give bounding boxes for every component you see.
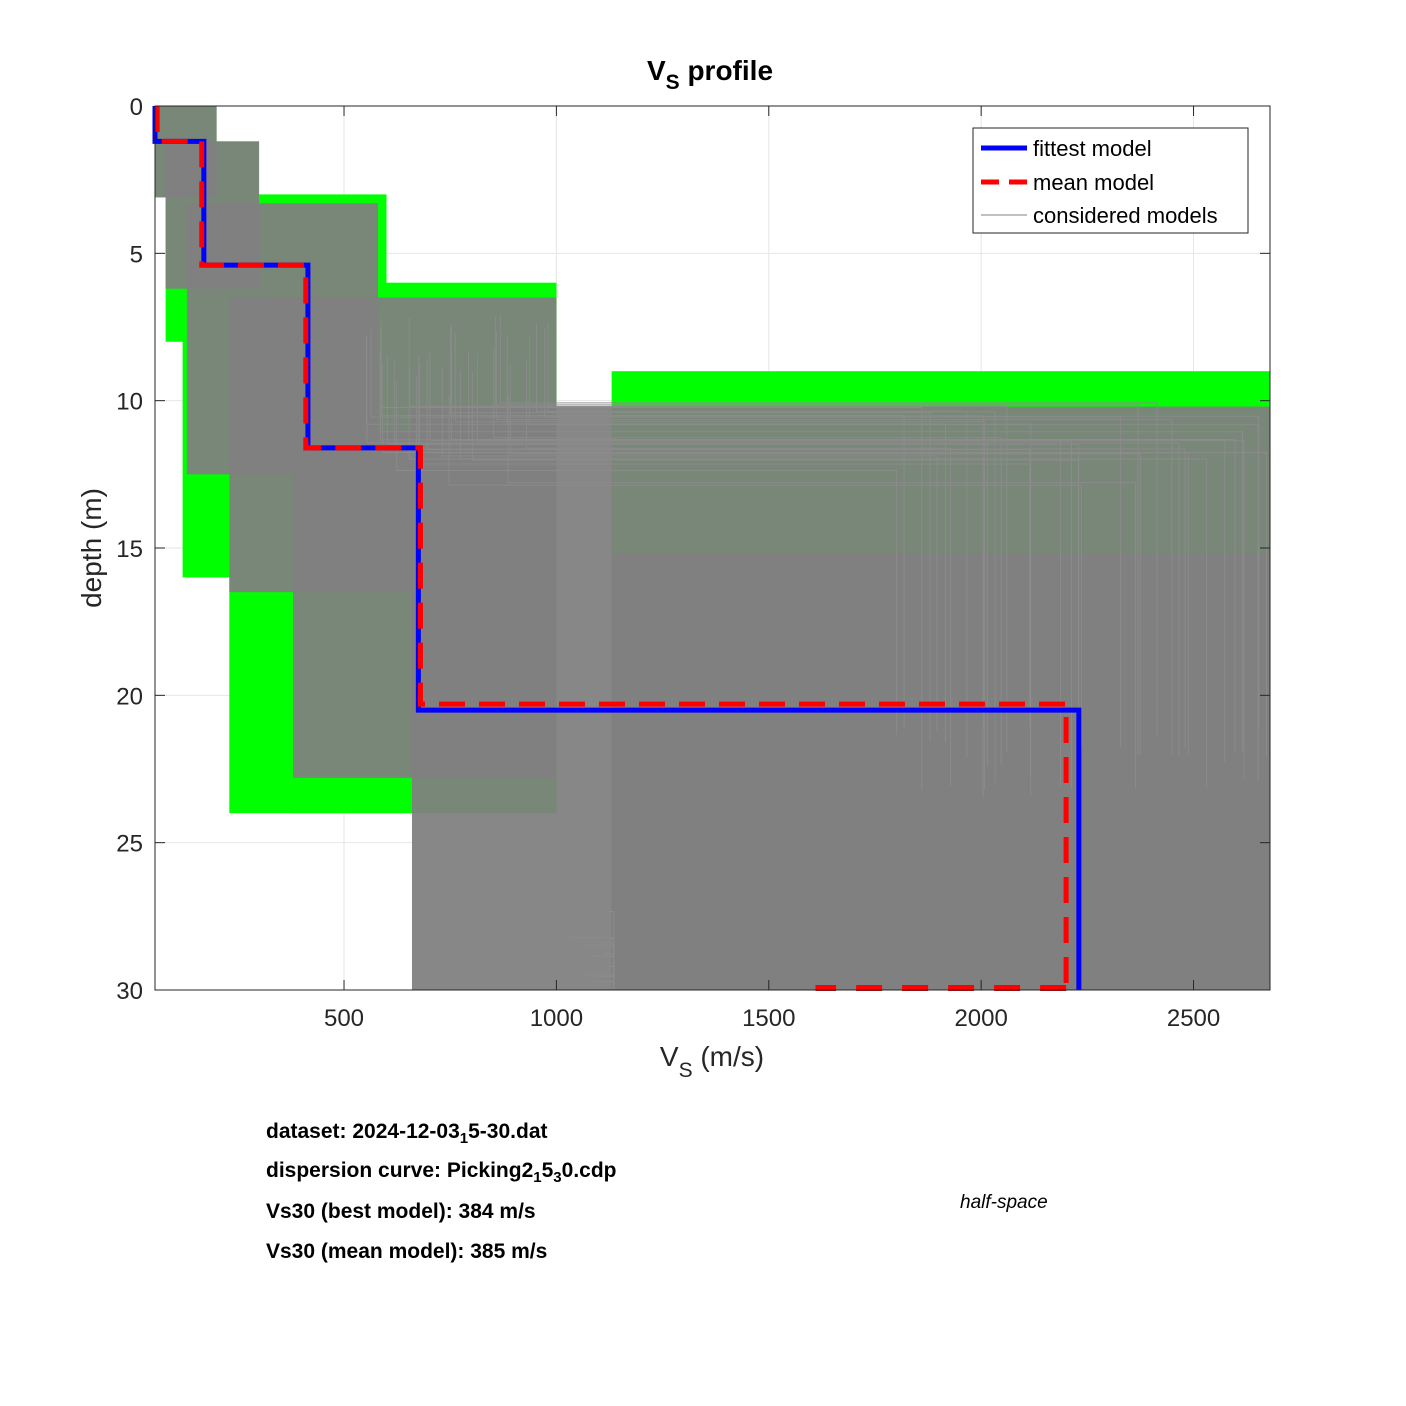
legend-label-fittest: fittest model: [1033, 136, 1152, 161]
axes: 500 1000 1500 2000 2500 0 5 10 15 20 25 30: [116, 94, 1271, 1032]
y-tick-label: 0: [130, 94, 143, 121]
considered-model-line: [366, 354, 1180, 756]
mean-model-line: [154, 106, 1069, 990]
considered-model-line: [494, 316, 1139, 756]
y-tick-label: 5: [130, 241, 143, 268]
considered-model-line: [499, 314, 1158, 737]
info-vs30-best: Vs30 (best model): 384 m/s: [266, 1200, 536, 1223]
considered-model-line: [381, 364, 1267, 758]
info-dataset: dataset: 2024-12-0315-30.dat: [266, 1120, 548, 1148]
considered-model-line: [509, 365, 1141, 755]
x-tick-label: 2500: [1167, 1005, 1220, 1032]
info-vs30-mean: Vs30 (mean model): 385 m/s: [266, 1240, 548, 1263]
considered-model-line: [467, 351, 1236, 753]
considered-model-line: [418, 355, 1080, 729]
considered-model-line: [590, 981, 615, 990]
info-dispersion-curve: dispersion curve: Picking21530.cdp: [266, 1159, 617, 1187]
considered-model-line: [429, 352, 1245, 780]
chart-title: VS profile: [647, 55, 773, 94]
y-tick-label: 20: [116, 683, 143, 710]
considered-model-line: [408, 317, 1008, 752]
considered-model-line: [544, 327, 1260, 729]
half-space-note: half-space: [960, 1192, 1048, 1213]
considered-model-line: [536, 323, 996, 784]
considered-model-line: [408, 370, 1208, 789]
legend-label-considered: considered models: [1033, 203, 1218, 228]
considered-model-line: [394, 360, 1186, 750]
considered-model-line: [370, 328, 1122, 748]
considered-model-line: [568, 937, 615, 990]
x-tick-label: 500: [324, 1005, 364, 1032]
considered-model-line: [507, 394, 1137, 789]
considered-model-line: [380, 319, 923, 790]
considered-model-line: [426, 361, 1031, 727]
y-tick-label: 10: [116, 389, 143, 416]
legend-label-mean: mean model: [1033, 170, 1154, 195]
considered-model-line: [396, 382, 898, 735]
x-axis-label: VS (m/s): [660, 1041, 764, 1082]
considered-model-line: [441, 367, 938, 732]
x-tick-label: 2000: [954, 1005, 1007, 1032]
model-lines: [152, 106, 1082, 991]
considered-model-line: [525, 359, 952, 786]
considered-model-line: [415, 375, 1032, 772]
y-tick-label: 25: [116, 831, 143, 858]
x-tick-label: 1000: [530, 1005, 583, 1032]
y-axis-label: depth (m): [76, 488, 107, 608]
considered-model-line: [454, 333, 985, 790]
legend: fittest model mean model considered mode…: [972, 127, 1249, 234]
x-tick-label: 1500: [742, 1005, 795, 1032]
y-tick-label: 30: [116, 978, 143, 1005]
considered-model-line: [495, 331, 1173, 754]
considered-model-line: [493, 349, 1002, 766]
considered-models-region: [611, 553, 1270, 990]
y-tick-label: 15: [116, 536, 143, 563]
